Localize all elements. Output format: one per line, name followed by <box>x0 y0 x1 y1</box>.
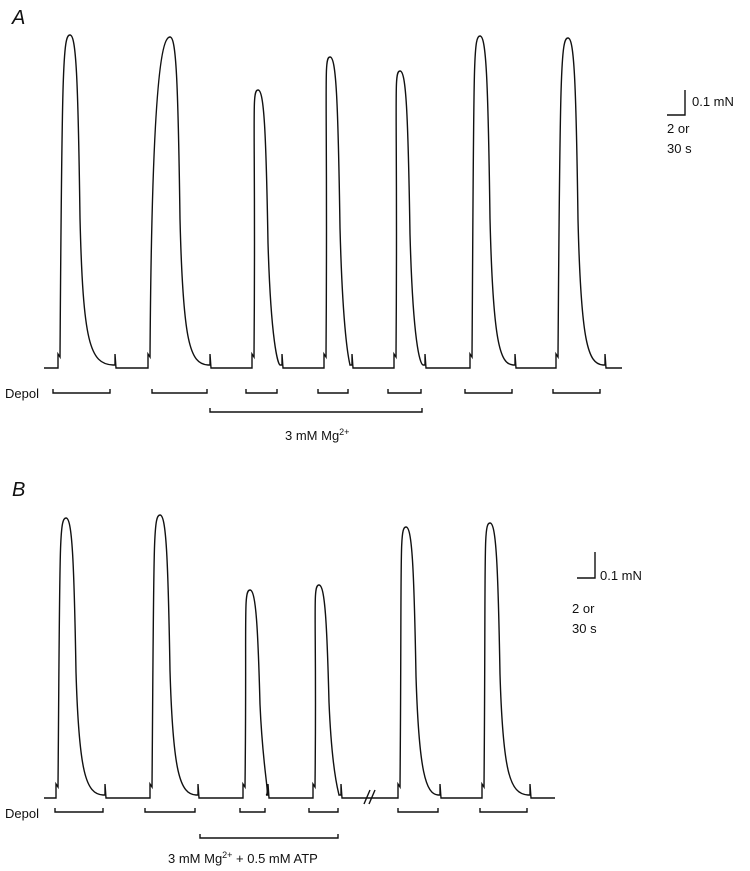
treatment-label: 3 mM Mg2+ <box>285 427 349 443</box>
stimulus-label: Depol <box>5 806 39 821</box>
panel-label: B <box>12 479 25 501</box>
treatment-text: 3 mM Mg <box>285 428 339 443</box>
treatment-bar <box>209 408 423 413</box>
panel-label: A <box>11 7 25 29</box>
scale-bar <box>667 90 686 116</box>
stimulus-bar <box>245 389 278 394</box>
scale-time: 2 or <box>667 121 690 136</box>
stimulus-bar <box>479 808 528 813</box>
trace <box>44 514 555 799</box>
trace <box>44 34 622 369</box>
treatment-sup: 2+ <box>222 850 232 860</box>
break-mark <box>363 789 376 805</box>
stimulus-label: Depol <box>5 386 39 401</box>
scale-time: 30 s <box>667 141 692 156</box>
stimulus-bar <box>552 389 601 394</box>
scale-bar <box>577 552 596 579</box>
stimulus-bar <box>52 389 111 394</box>
stimulus-bar <box>54 808 104 813</box>
scale-time: 2 or <box>572 601 595 616</box>
treatment-bar <box>199 834 339 839</box>
scale-force: 0.1 mN <box>692 94 734 109</box>
stimulus-bar <box>317 389 349 394</box>
stimulus-bar <box>397 808 439 813</box>
stimulus-bar <box>239 808 266 813</box>
stimulus-bar <box>151 389 208 394</box>
stimulus-bar <box>387 389 422 394</box>
stimulus-bar <box>464 389 513 394</box>
treatment-sup: 2+ <box>339 427 349 437</box>
stimulus-bar <box>144 808 196 813</box>
scale-force: 0.1 mN <box>600 568 642 583</box>
scale-time: 30 s <box>572 621 597 636</box>
treatment-rest: + 0.5 mM ATP <box>232 851 317 866</box>
stimulus-bar <box>308 808 339 813</box>
treatment-label: 3 mM Mg2+ + 0.5 mM ATP <box>168 850 318 866</box>
treatment-text: 3 mM Mg <box>168 851 222 866</box>
